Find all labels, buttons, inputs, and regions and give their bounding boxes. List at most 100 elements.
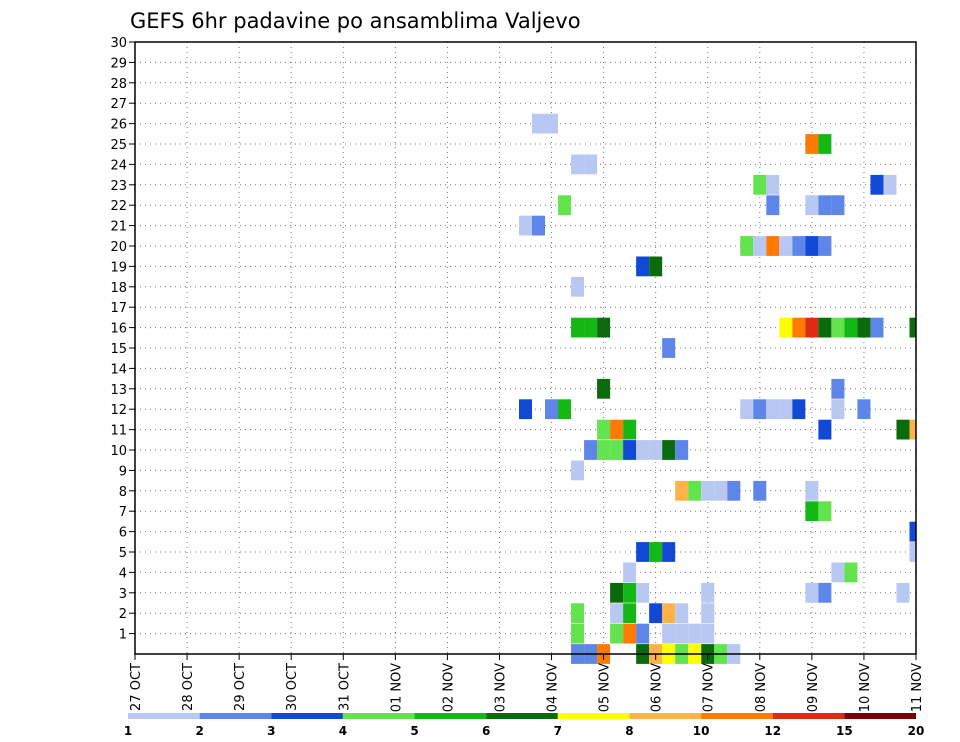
precip-cell [532, 113, 546, 134]
precip-cell [909, 542, 916, 562]
precip-cell [701, 582, 715, 603]
precip-cell [558, 399, 572, 420]
precip-cell [662, 440, 676, 460]
precip-cell [623, 582, 637, 603]
colorbar-swatch [701, 713, 773, 719]
colorbar-label: 5 [410, 724, 418, 738]
precip-cell [805, 317, 819, 338]
precip-cell [597, 317, 611, 338]
y-tick-label: 23 [110, 179, 127, 194]
y-tick-label: 2 [119, 607, 127, 622]
x-tick-label: 27 OCT [129, 663, 144, 711]
x-tick-label: 30 OCT [285, 663, 300, 711]
precip-cell [896, 419, 910, 440]
precip-cell [857, 399, 871, 420]
precip-cell [623, 419, 637, 440]
x-tick-label: 09 NOV [806, 663, 821, 712]
precip-cell [623, 440, 637, 460]
precip-cell [727, 480, 741, 501]
y-tick-label: 20 [110, 240, 127, 255]
colorbar-swatch [629, 713, 702, 719]
precip-cell [610, 419, 624, 440]
colorbar-swatch [772, 713, 845, 719]
precip-cell [597, 419, 611, 440]
precip-cell [740, 236, 754, 256]
y-tick-label: 1 [119, 628, 127, 643]
precip-cell [584, 154, 598, 175]
y-tick-label: 6 [119, 526, 127, 541]
precip-cell [831, 562, 845, 583]
y-tick-label: 29 [110, 56, 127, 71]
precip-cell [532, 215, 546, 236]
precip-cell [518, 215, 533, 236]
precip-cell [805, 501, 819, 522]
precip-cell [740, 399, 754, 420]
precip-cell [870, 317, 884, 338]
colorbar-label: 15 [836, 724, 853, 738]
precip-cell [649, 542, 663, 562]
y-tick-label: 9 [119, 464, 127, 479]
colorbar-label: 20 [908, 724, 925, 738]
y-tick-label: 25 [110, 138, 127, 153]
y-tick-label: 12 [110, 403, 127, 418]
precip-cell [818, 501, 832, 522]
precip-cell [597, 440, 611, 460]
precip-cell [597, 378, 611, 399]
precip-cell [805, 582, 819, 603]
precip-cell [753, 236, 767, 256]
x-tick-label: 06 NOV [650, 663, 665, 712]
precip-cell [518, 399, 533, 420]
x-tick-label: 03 NOV [493, 663, 508, 712]
y-tick-label: 3 [119, 587, 127, 602]
precip-cell [662, 623, 676, 644]
precip-cell [649, 603, 663, 624]
colorbar-label: 12 [764, 724, 781, 738]
precip-cell [831, 378, 845, 399]
precip-cell [623, 603, 637, 624]
precip-cell [623, 623, 637, 644]
precip-cell [571, 460, 585, 481]
precip-cell [610, 440, 624, 460]
precip-cell [909, 419, 916, 440]
precip-cell [675, 480, 689, 501]
precip-cells [518, 113, 916, 664]
precip-cell [675, 623, 689, 644]
y-tick-label: 8 [119, 485, 127, 500]
y-tick-label: 22 [110, 199, 127, 214]
y-tick-label: 19 [110, 260, 127, 275]
precip-cell [844, 562, 858, 583]
colorbar-label: 3 [267, 724, 275, 738]
y-tick-label: 21 [110, 220, 127, 235]
y-tick-label: 11 [110, 424, 127, 439]
x-tick-label: 28 OCT [181, 663, 196, 711]
precip-cell [857, 317, 871, 338]
precip-cell [883, 174, 897, 195]
precip-cell [571, 623, 585, 644]
precip-cell [623, 562, 637, 583]
x-tick-label: 07 NOV [702, 663, 717, 712]
x-tick-label: 05 NOV [598, 663, 613, 712]
precip-cell [753, 480, 767, 501]
precip-cell [701, 623, 715, 644]
y-tick-label: 28 [110, 77, 127, 92]
precip-cell [831, 195, 845, 216]
precip-cell [688, 480, 702, 501]
colorbar-swatch [844, 713, 916, 719]
precip-cell [766, 399, 780, 420]
colorbar-label: 6 [482, 724, 490, 738]
precip-cell [818, 195, 832, 216]
precip-cell [571, 603, 585, 624]
x-tick-label: 31 OCT [337, 663, 352, 711]
y-tick-label: 24 [110, 158, 127, 173]
precip-cell [844, 317, 858, 338]
precip-cell [701, 480, 715, 501]
colorbar-swatch [271, 713, 343, 719]
precip-cell [792, 399, 806, 420]
y-tick-label: 15 [110, 342, 127, 357]
precip-cell [558, 195, 572, 216]
colorbar-swatch [414, 713, 487, 719]
colorbar-swatch [342, 713, 415, 719]
y-axis: 1234567891011121314151617181920212223242… [110, 36, 135, 643]
y-tick-label: 30 [110, 36, 127, 51]
